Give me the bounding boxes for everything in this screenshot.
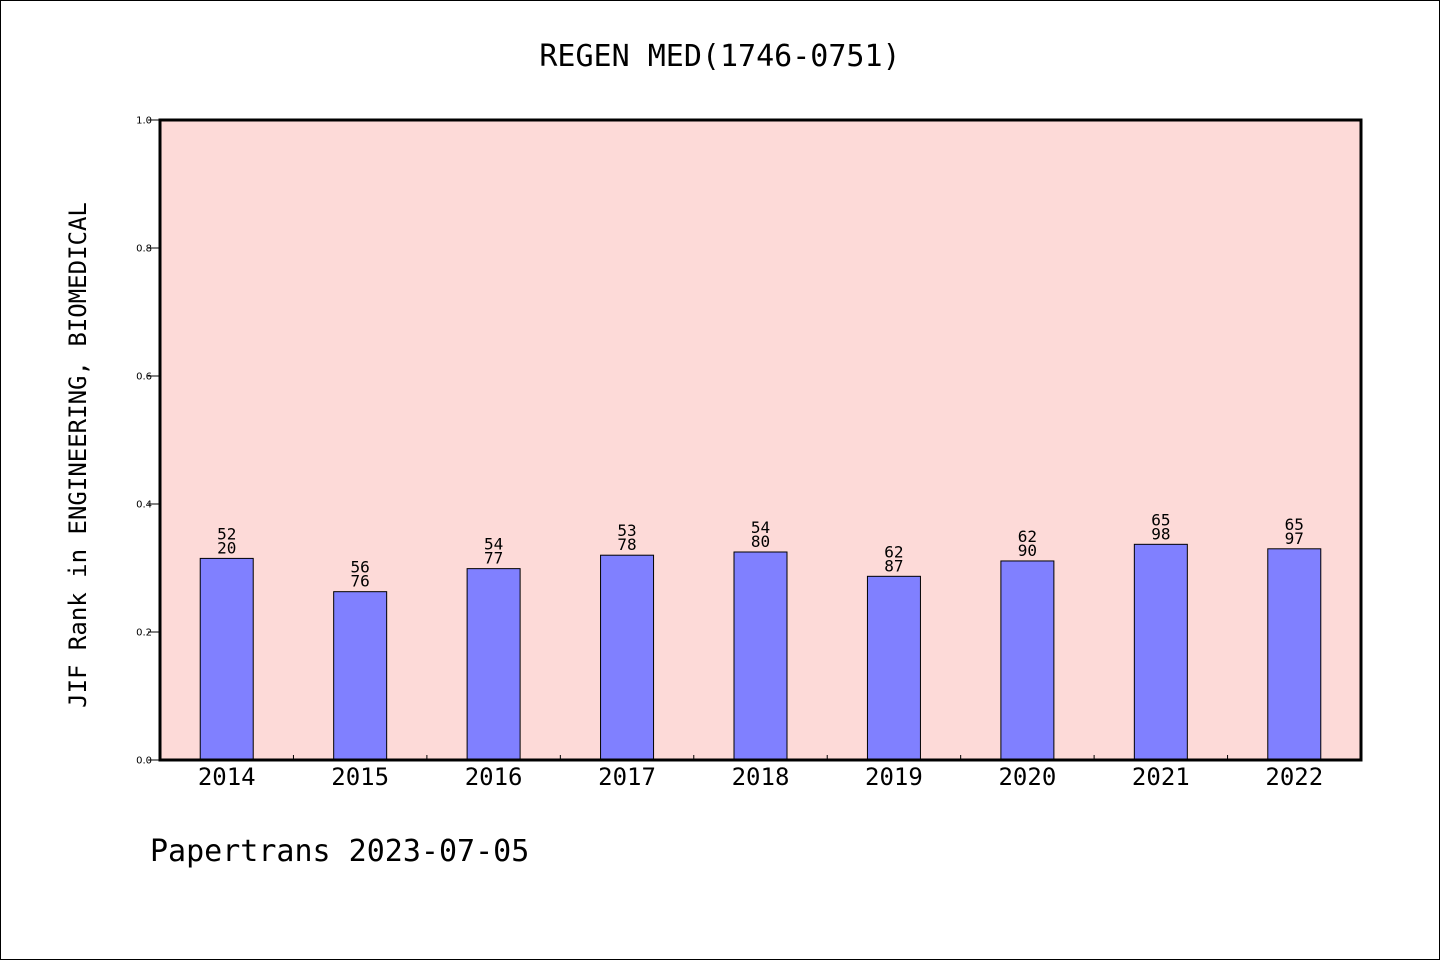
y-tick-label: 0.0	[136, 756, 152, 767]
data-label-total: 97	[1285, 529, 1304, 548]
x-tick-label: 2021	[1132, 763, 1190, 791]
data-label-rank: 56	[351, 558, 370, 577]
data-label-total: 80	[751, 532, 770, 551]
x-tick-label: 2015	[331, 763, 389, 791]
footer-watermark: Papertrans 2023-07-05	[150, 834, 530, 869]
data-label-total: 78	[617, 535, 636, 554]
data-label-total: 20	[217, 538, 236, 557]
data-label-total: 90	[1018, 541, 1037, 560]
x-tick-label: 2016	[465, 763, 523, 791]
ticks-layer: 0.0 0.2 0.4 0.6 0.8 1.0 2014 2015 2016 2017 2018 20…	[136, 116, 1323, 792]
bar	[466, 568, 521, 761]
data-label-total: 98	[1151, 524, 1170, 543]
data-label-rank: 62	[1018, 527, 1037, 546]
y-tick-label: 0.6	[136, 372, 152, 383]
chart-title: REGEN MED(1746-0751)	[539, 39, 900, 74]
y-tick-label: 0.8	[136, 244, 152, 255]
data-label-rank: 54	[751, 518, 770, 537]
data-label-rank: 54	[484, 535, 503, 554]
y-tick-label: 0.4	[136, 500, 152, 511]
data-label-total: 87	[884, 556, 903, 575]
x-tick-label: 2022	[1265, 763, 1323, 791]
y-axis-label: JIF Rank in ENGINEERING, BIOMEDICAL	[64, 202, 92, 708]
data-label-total: 76	[351, 572, 370, 591]
x-tick-label: 2014	[198, 763, 256, 791]
data-label-rank: 53	[617, 521, 636, 540]
data-label-rank: 65	[1151, 510, 1170, 529]
data-label-total: 77	[484, 549, 503, 568]
bar	[1133, 543, 1188, 761]
bar	[1267, 548, 1322, 761]
plot-border	[158, 118, 1363, 762]
bar	[199, 557, 254, 761]
bars-layer	[199, 543, 1322, 761]
data-label-rank: 62	[884, 542, 903, 561]
data-label-rank: 65	[1285, 515, 1304, 534]
y-tick-label: 0.2	[136, 628, 152, 639]
y-tick-label: 1.0	[136, 116, 152, 127]
x-tick-label: 2018	[732, 763, 790, 791]
bar	[333, 591, 388, 761]
bar	[866, 575, 921, 761]
bar	[600, 554, 655, 761]
bar	[1000, 560, 1055, 761]
data-label-rank: 52	[217, 524, 236, 543]
x-tick-label: 2020	[998, 763, 1056, 791]
x-tick-label: 2019	[865, 763, 923, 791]
x-tick-label: 2017	[598, 763, 656, 791]
bar	[733, 551, 788, 761]
